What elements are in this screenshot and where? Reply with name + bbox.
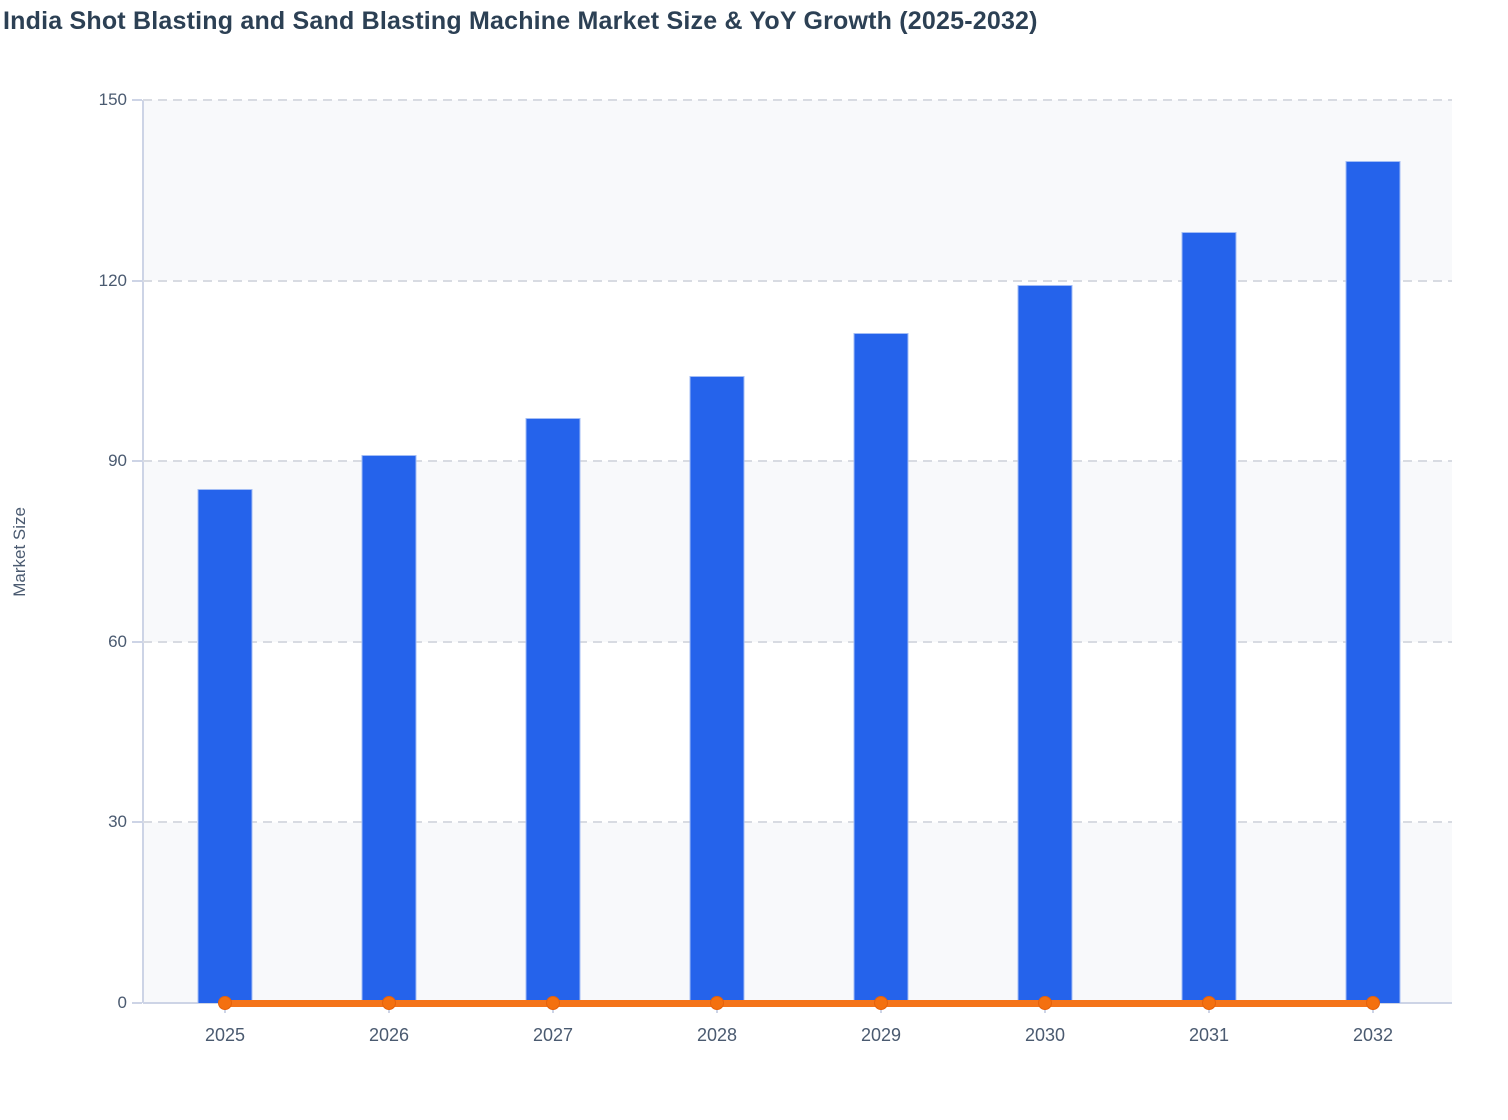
y-tick-label: 60	[108, 631, 127, 651]
bar-2029[interactable]	[853, 332, 909, 1003]
grid-line	[143, 640, 1452, 643]
bar-2025[interactable]	[197, 488, 253, 1003]
bar-2026[interactable]	[361, 455, 417, 1003]
grid-line	[143, 279, 1452, 282]
y-axis-tick	[132, 821, 142, 824]
x-tick-label: 2030	[1024, 1025, 1066, 1045]
y-tick-label: 90	[108, 451, 127, 471]
y-axis-title-text: Market Size	[10, 506, 29, 597]
y-axis-tick	[132, 99, 142, 101]
yoy-growth-marker-2031[interactable]	[1202, 996, 1216, 1010]
bar-2032[interactable]	[1345, 160, 1401, 1003]
yoy-growth-marker-2032[interactable]	[1366, 996, 1380, 1010]
y-axis-tick	[132, 279, 142, 282]
yoy-growth-marker-2029[interactable]	[874, 996, 888, 1010]
x-tick-label: 2026	[368, 1025, 410, 1045]
bar-2031[interactable]	[1181, 231, 1237, 1003]
yoy-growth-marker-2025[interactable]	[218, 996, 232, 1010]
bar-2028[interactable]	[689, 375, 745, 1003]
x-tick-label: 2031	[1188, 1025, 1230, 1045]
x-tick-label: 2027	[532, 1025, 574, 1045]
yoy-growth-marker-2027[interactable]	[546, 996, 560, 1010]
x-tick-label: 2029	[860, 1025, 902, 1045]
yoy-growth-marker-2028[interactable]	[710, 996, 724, 1010]
y-axis-tick	[132, 640, 142, 643]
x-tick-label: 2025	[204, 1025, 246, 1045]
y-tick-label: 120	[98, 270, 127, 290]
y-axis-line	[142, 100, 144, 1003]
y-axis-tick	[132, 460, 142, 463]
y-tick-label: 30	[108, 812, 127, 832]
y-tick-label: 150	[98, 90, 127, 109]
plot-area: 0 30 60 90 120 150 2025 2026 2027 2028 2029 2030 203…	[99, 90, 1452, 1045]
y-tick-label: 0	[117, 993, 127, 1012]
grid-line	[143, 99, 1452, 101]
grid-line	[143, 821, 1452, 824]
x-tick-label: 2032	[1352, 1025, 1394, 1045]
y-axis-title: Market Size	[8, 100, 32, 1003]
x-tick-label: 2028	[696, 1025, 738, 1045]
grid-line	[143, 460, 1452, 463]
bar-2027[interactable]	[525, 417, 581, 1003]
y-axis-tick	[132, 1002, 142, 1004]
yoy-growth-marker-2026[interactable]	[382, 996, 396, 1010]
bar-2030[interactable]	[1017, 285, 1073, 1003]
chart-title: India Shot Blasting and Sand Blasting Ma…	[3, 7, 1038, 35]
yoy-growth-line	[225, 999, 1373, 1007]
yoy-growth-marker-2030[interactable]	[1038, 996, 1052, 1010]
